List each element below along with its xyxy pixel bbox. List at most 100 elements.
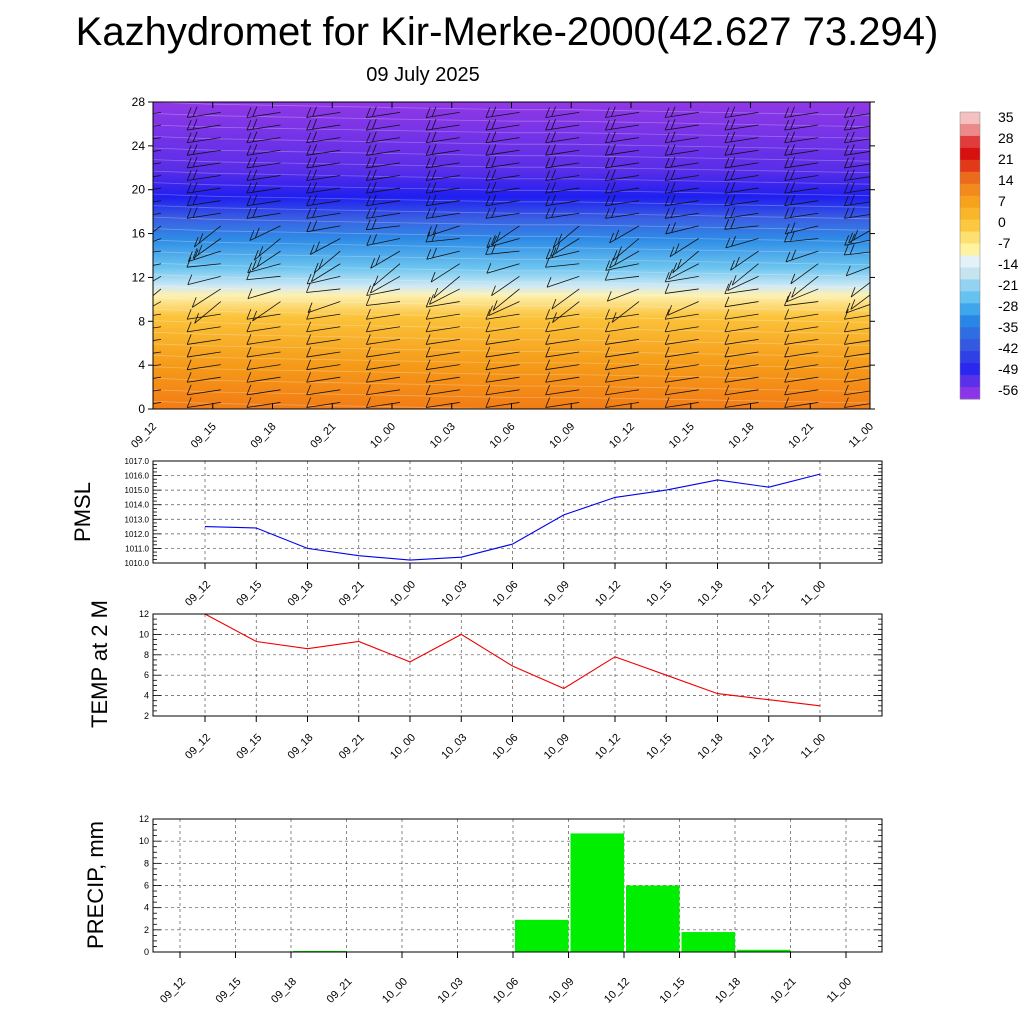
colorbar-swatch xyxy=(960,159,980,173)
wind-barb xyxy=(306,182,341,194)
wind-barb xyxy=(664,119,699,131)
wind-barb xyxy=(366,194,401,207)
wind-barb xyxy=(153,402,162,405)
wind-barb xyxy=(306,207,341,219)
wind-barb xyxy=(664,207,699,219)
wind-barb xyxy=(366,372,401,383)
precipitation-x-tick-label: 10_06 xyxy=(491,976,521,1006)
wind-barb xyxy=(425,106,460,118)
wind-barb xyxy=(664,131,699,144)
wind-barb xyxy=(669,238,699,258)
cross-section-field xyxy=(153,102,870,409)
wind-barb xyxy=(844,359,870,371)
wind-barb xyxy=(186,359,221,371)
wind-barb xyxy=(668,263,699,280)
colorbar-swatch xyxy=(960,135,980,149)
wind-barb xyxy=(246,334,281,345)
wind-barb xyxy=(784,359,819,371)
wind-barb xyxy=(545,182,580,194)
colorbar-swatch xyxy=(960,387,980,400)
page-subtitle: 09 July 2025 xyxy=(366,64,480,86)
wind-barbs xyxy=(153,106,870,408)
colorbar-label: -21 xyxy=(998,277,1018,293)
wind-barb xyxy=(545,359,580,371)
precipitation-y-tick-label: 6 xyxy=(144,881,149,891)
wind-barb xyxy=(246,169,281,181)
wind-barb xyxy=(485,384,520,396)
wind-barb xyxy=(605,144,640,156)
wind-barb xyxy=(306,372,341,383)
pmsl-x-tick-label: 09_21 xyxy=(337,579,367,609)
temperature-y-tick-label: 10 xyxy=(139,629,149,639)
temperature-x-tick-label: 10_12 xyxy=(593,732,623,762)
temperature-x-tick-label: 09_12 xyxy=(183,732,213,762)
wind-barb xyxy=(425,231,460,243)
colorbar-label: 14 xyxy=(998,172,1014,188)
temperature-2m-chart: TEMP at 2 M 2 4 6 8 10 12 09_12 09_15 09_18 09_21… xyxy=(87,600,883,762)
precip-bar xyxy=(515,919,569,952)
wind-barb xyxy=(605,309,640,320)
wind-barb xyxy=(366,384,401,396)
wind-barb xyxy=(844,156,870,169)
colorbar-label: 28 xyxy=(998,130,1014,146)
wind-barb xyxy=(784,231,819,243)
wind-barb xyxy=(366,285,401,296)
cross-section-x-tick-label: 10_09 xyxy=(547,421,577,451)
wind-barb xyxy=(427,224,460,237)
wind-barb xyxy=(545,346,580,358)
colorbar-label: -28 xyxy=(998,298,1018,314)
colorbar-label: -42 xyxy=(998,340,1018,356)
colorbar-swatch xyxy=(960,339,980,352)
wind-barb xyxy=(153,313,162,316)
temperature-x-tick-label: 10_21 xyxy=(747,732,777,762)
temperature-x-tick-label: 10_18 xyxy=(696,732,726,762)
wind-barb xyxy=(485,182,520,194)
wind-barb xyxy=(186,372,221,383)
pmsl-x-tick-label: 10_18 xyxy=(696,579,726,609)
wind-barb xyxy=(485,346,520,358)
colorbar-swatch xyxy=(960,303,980,316)
temperature-x-tick-label: 11_00 xyxy=(799,732,829,762)
colorbar-label: -49 xyxy=(998,361,1018,377)
wind-barb xyxy=(366,359,401,371)
wind-barb xyxy=(313,250,341,274)
colorbar-label: 35 xyxy=(998,109,1014,125)
wind-barb xyxy=(309,238,341,255)
wind-barb xyxy=(664,397,699,408)
pmsl-x-tick-label: 10_15 xyxy=(644,579,674,609)
wind-barb xyxy=(731,263,759,286)
wind-barb xyxy=(546,275,580,288)
wind-barb xyxy=(153,137,162,140)
colorbar-swatch xyxy=(960,147,980,161)
colorbar-swatch xyxy=(960,315,980,328)
pmsl-y-tick-label: 1011.0 xyxy=(125,544,149,553)
wind-barb xyxy=(187,274,221,286)
wind-barb xyxy=(844,346,870,358)
precip-bar xyxy=(737,949,791,952)
pmsl-chart: PMSL 1010.0 1011.0 1012.0 1013.0 1014.0 1015.… xyxy=(70,457,883,609)
colorbar-swatch xyxy=(960,183,980,197)
wind-barb xyxy=(306,334,341,345)
wind-barb xyxy=(545,257,580,268)
wind-barb xyxy=(153,351,162,354)
wind-barb xyxy=(429,288,460,305)
wind-barb xyxy=(605,384,640,396)
wind-barb xyxy=(727,275,759,291)
wind-barb xyxy=(545,119,580,131)
wind-barb xyxy=(791,276,819,298)
wind-barb xyxy=(366,182,401,194)
wind-barb xyxy=(246,359,281,371)
wind-barb xyxy=(784,106,819,118)
wind-barb xyxy=(153,162,162,165)
precipitation-y-tick-label: 4 xyxy=(144,903,149,913)
colorbar-swatch xyxy=(960,279,980,292)
wind-barb xyxy=(844,321,870,333)
wind-barb xyxy=(784,169,819,181)
wind-barb xyxy=(850,294,870,310)
wind-barb xyxy=(485,397,520,408)
wind-barb xyxy=(665,222,699,235)
colorbar-label: -35 xyxy=(998,319,1018,335)
precipitation-x-tick-label: 09_12 xyxy=(158,976,188,1006)
precipitation-x-tick-label: 10_00 xyxy=(380,976,410,1006)
